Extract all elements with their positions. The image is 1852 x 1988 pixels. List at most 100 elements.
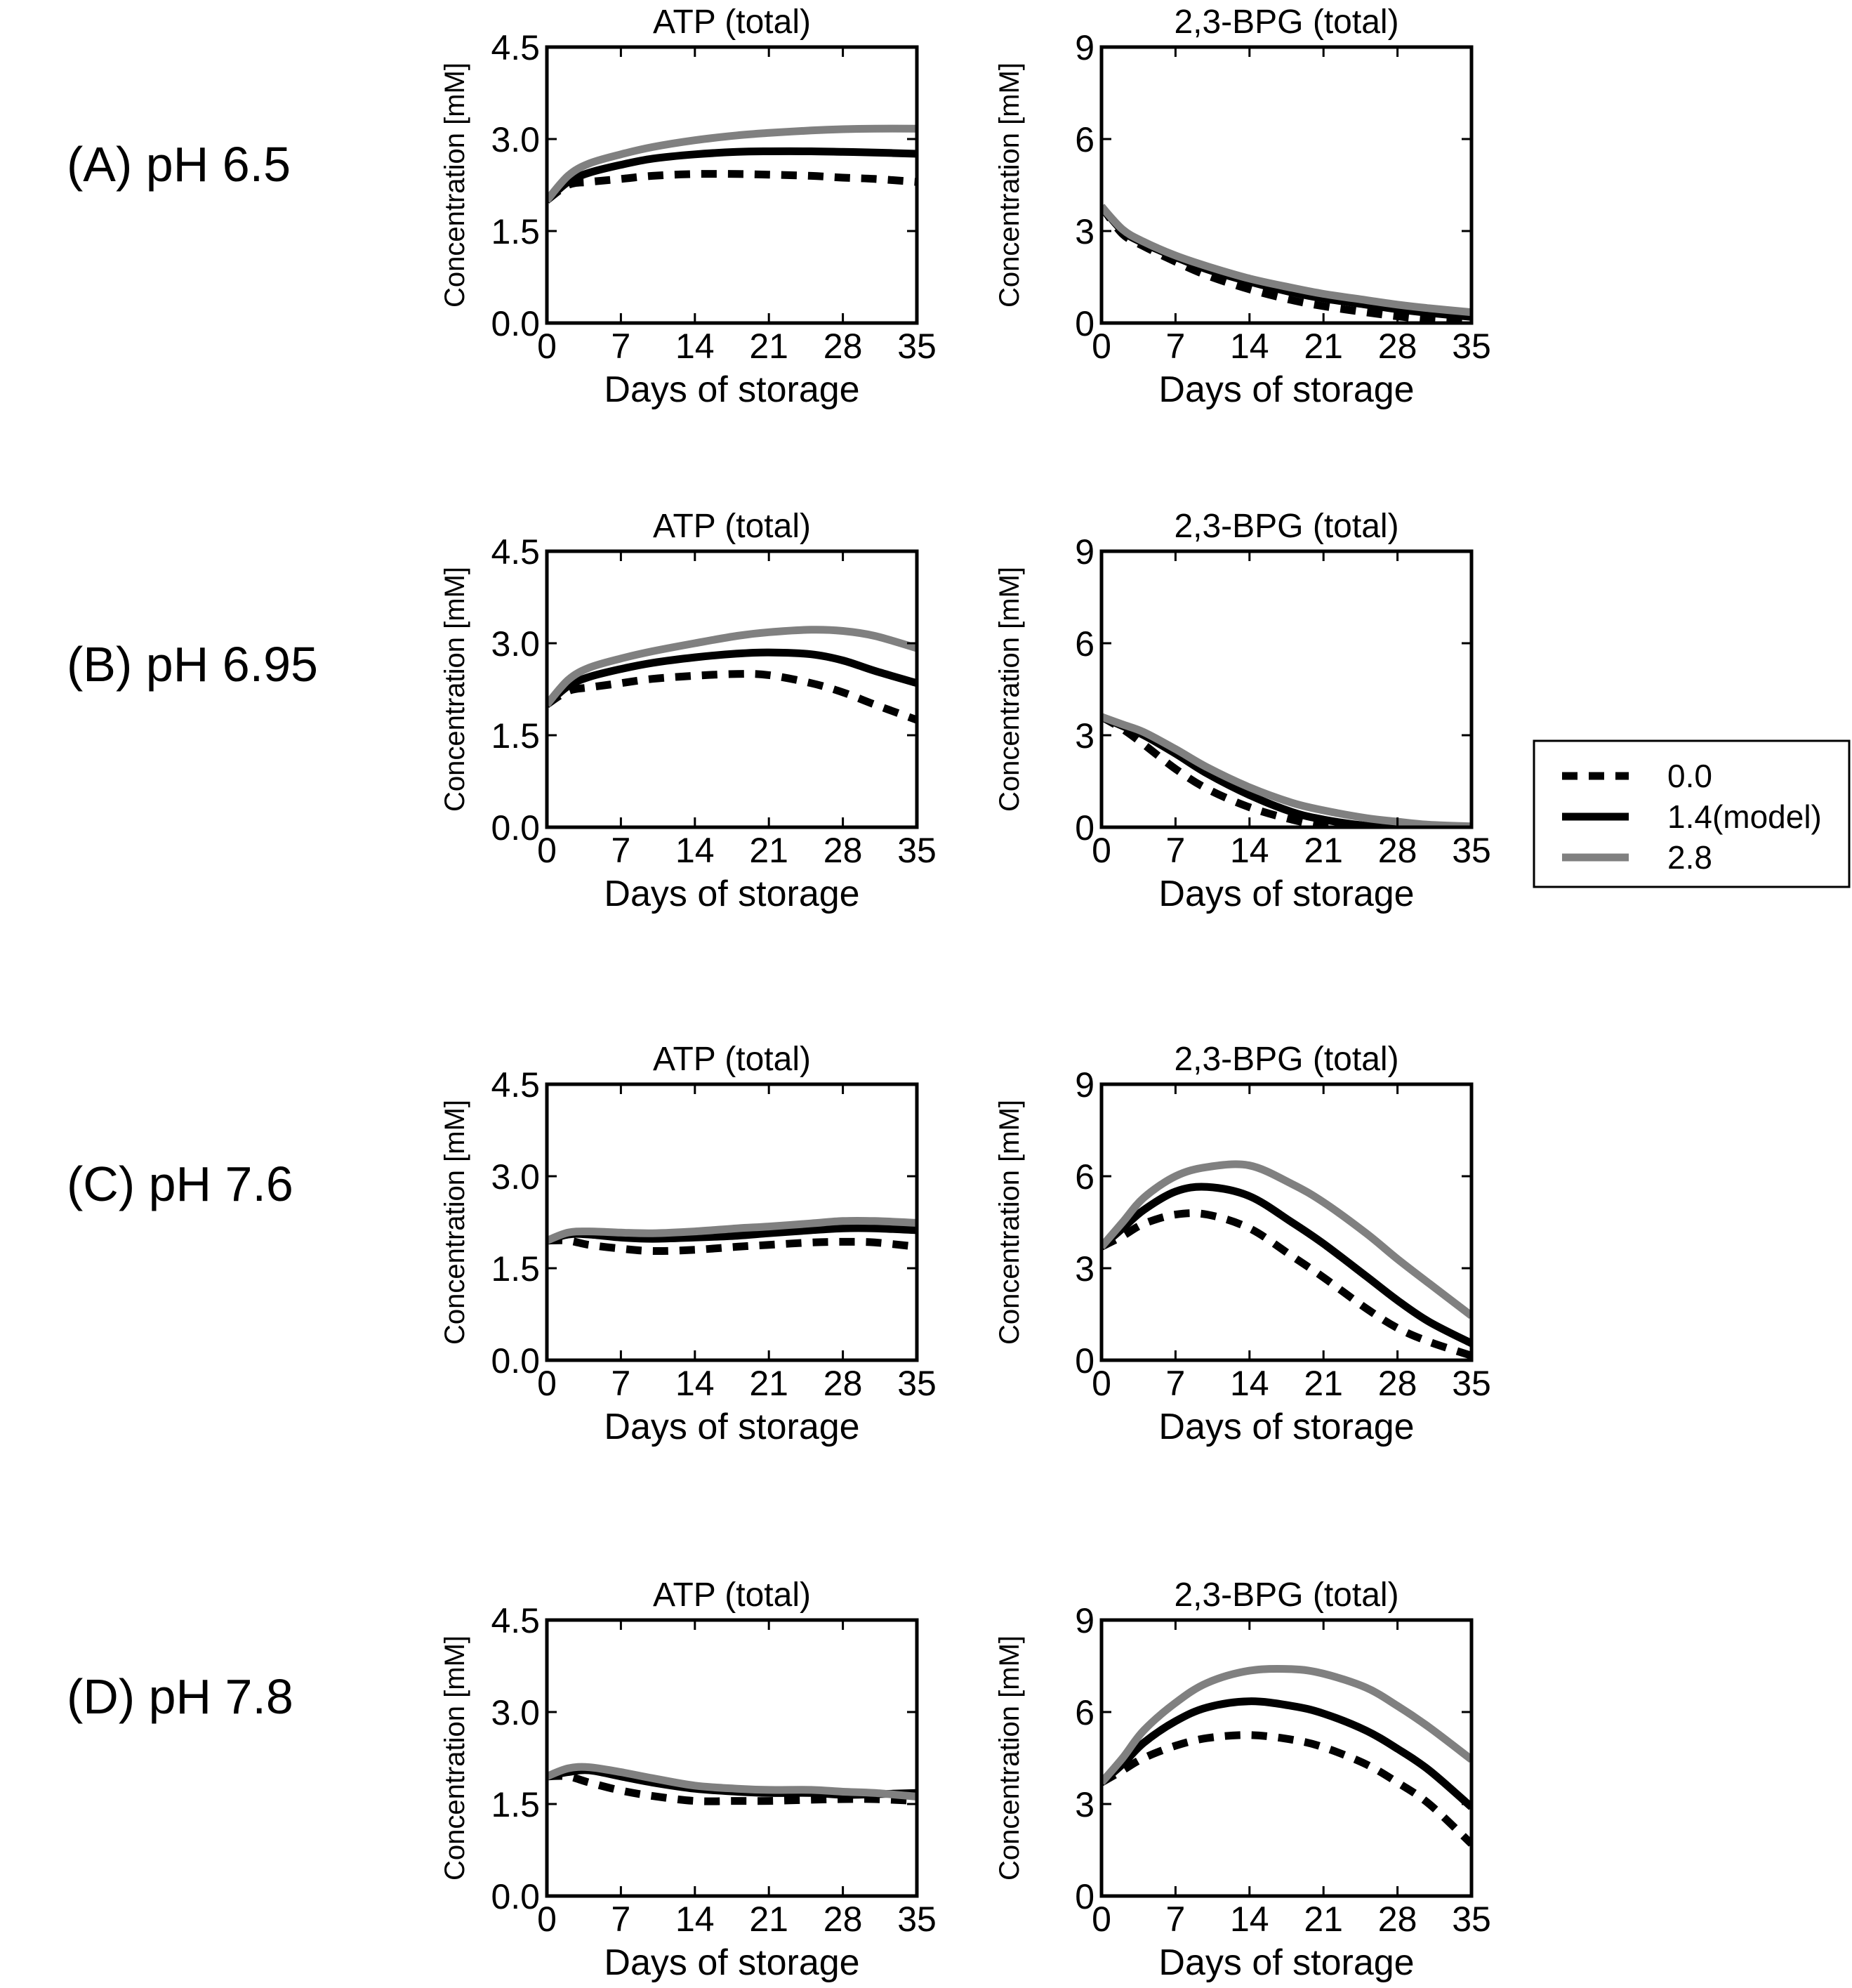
x-tick-label: 7 — [611, 831, 630, 870]
legend-label: 1.4(model) — [1667, 798, 1822, 835]
subplot: ATP (total) 0 7 14 21 28 35 0.0 1.5 3.0 4.5 Days of… — [439, 4, 937, 410]
y-tick-label: 0.0 — [491, 304, 540, 343]
y-tick-label: 1.5 — [491, 716, 540, 756]
series-line-1.4(model) — [1102, 204, 1471, 321]
x-tick-label: 0 — [537, 1364, 557, 1403]
x-axis-label: Days of storage — [604, 874, 859, 914]
series-line-0.0 — [547, 1236, 917, 1256]
subplot: 2,3-BPG (total) 0 7 14 21 28 35 0 3 6 9 Days of sto… — [994, 1576, 1491, 1983]
plot-frame — [1099, 1082, 1474, 1362]
series-line-2.8 — [547, 124, 917, 203]
subplot-title: ATP (total) — [653, 1576, 811, 1614]
plot-frame — [1099, 1618, 1474, 1898]
subplot: ATP (total) 0 7 14 21 28 35 0.0 1.5 3.0 4.5 Days of… — [439, 1041, 937, 1447]
y-axis-label: Concentration [mM] — [994, 62, 1025, 308]
series-line-2.8 — [1102, 1160, 1471, 1319]
x-axis-label: Days of storage — [604, 1407, 859, 1447]
series-line-2.8 — [1102, 1664, 1471, 1785]
x-tick-label: 35 — [1452, 1364, 1491, 1403]
y-tick-label: 6 — [1075, 1693, 1094, 1732]
x-tick-label: 7 — [1165, 1364, 1185, 1403]
plot-frame — [545, 1618, 919, 1898]
x-tick-label: 0 — [537, 327, 557, 366]
subplot-title: 2,3-BPG (total) — [1174, 508, 1398, 545]
y-tick-label: 3.0 — [491, 624, 540, 664]
x-tick-label: 21 — [749, 1900, 788, 1939]
x-tick-label: 0 — [1092, 327, 1111, 366]
x-tick-label: 21 — [749, 831, 788, 870]
y-axis-label: Concentration [mM] — [439, 567, 470, 812]
legend: 0.0 1.4(model) 2.8 — [1533, 739, 1851, 888]
x-tick-label: 28 — [1378, 1364, 1417, 1403]
y-tick-label: 0.0 — [491, 1877, 540, 1916]
y-tick-label: 0.0 — [491, 808, 540, 848]
legend-label: 2.8 — [1667, 839, 1712, 876]
x-tick-label: 28 — [1378, 327, 1417, 366]
series-group — [547, 124, 917, 204]
panel-label: (C) pH 7.6 — [67, 1157, 293, 1211]
x-tick-label: 7 — [611, 1900, 630, 1939]
x-tick-label: 35 — [897, 1364, 937, 1403]
plot-frame — [545, 45, 919, 325]
series-group — [547, 626, 917, 724]
x-tick-label: 0 — [1092, 831, 1111, 870]
subplot: 2,3-BPG (total) 0 7 14 21 28 35 0 3 6 9 Days of sto… — [994, 508, 1491, 914]
series-line-1.4(model) — [1102, 713, 1471, 827]
series-line-0.0 — [547, 1772, 917, 1805]
x-tick-label: 21 — [1304, 1364, 1343, 1403]
y-tick-label: 6 — [1075, 624, 1094, 664]
y-tick-label: 9 — [1075, 532, 1094, 572]
series-line-2.8 — [547, 1216, 917, 1244]
subplot-title: ATP (total) — [653, 508, 811, 545]
y-tick-label: 4.5 — [491, 532, 540, 572]
legend-label: 0.0 — [1667, 758, 1712, 794]
series-group — [1102, 713, 1471, 827]
y-tick-label: 3.0 — [491, 120, 540, 159]
y-tick-label: 0 — [1075, 1341, 1094, 1381]
x-tick-label: 35 — [1452, 1900, 1491, 1939]
x-tick-label: 35 — [1452, 831, 1491, 870]
y-axis-label: Concentration [mM] — [439, 1635, 470, 1881]
y-tick-label: 9 — [1075, 1065, 1094, 1105]
panel-label: (B) pH 6.95 — [67, 637, 318, 692]
x-tick-label: 7 — [1165, 327, 1185, 366]
x-tick-label: 21 — [749, 1364, 788, 1403]
series-line-2.8 — [1102, 713, 1471, 827]
x-axis-label: Days of storage — [1158, 1942, 1414, 1983]
x-axis-label: Days of storage — [604, 369, 859, 410]
y-tick-label: 3 — [1075, 1249, 1094, 1289]
x-tick-label: 14 — [675, 831, 715, 870]
y-tick-label: 3.0 — [491, 1157, 540, 1197]
y-tick-label: 1.5 — [491, 1249, 540, 1289]
y-axis-label: Concentration [mM] — [439, 1100, 470, 1345]
x-tick-label: 0 — [1092, 1364, 1111, 1403]
y-tick-label: 3 — [1075, 716, 1094, 756]
y-axis-label: Concentration [mM] — [994, 567, 1025, 812]
y-tick-label: 3 — [1075, 212, 1094, 251]
y-tick-label: 0.0 — [491, 1341, 540, 1381]
x-tick-label: 14 — [675, 1364, 715, 1403]
subplot: 2,3-BPG (total) 0 7 14 21 28 35 0 3 6 9 Days of sto… — [994, 1041, 1491, 1447]
x-tick-label: 35 — [897, 327, 937, 366]
x-tick-label: 28 — [824, 327, 863, 366]
x-tick-label: 7 — [611, 1364, 630, 1403]
y-tick-label: 6 — [1075, 120, 1094, 159]
x-tick-label: 21 — [749, 327, 788, 366]
x-tick-label: 14 — [675, 327, 715, 366]
y-tick-label: 4.5 — [491, 1065, 540, 1105]
subplot: ATP (total) 0 7 14 21 28 35 0.0 1.5 3.0 4.5 Days of… — [439, 1576, 937, 1983]
x-axis-label: Days of storage — [1158, 874, 1414, 914]
subplot-title: 2,3-BPG (total) — [1174, 1041, 1398, 1078]
series-group — [547, 1763, 917, 1805]
panel-label: (A) pH 6.5 — [67, 137, 291, 192]
series-line-2.8 — [1102, 204, 1471, 317]
x-tick-label: 35 — [1452, 327, 1491, 366]
series-line-2.8 — [547, 626, 917, 707]
y-tick-label: 0 — [1075, 808, 1094, 848]
x-tick-label: 21 — [1304, 1900, 1343, 1939]
series-group — [1102, 204, 1471, 323]
x-tick-label: 7 — [1165, 831, 1185, 870]
x-axis-label: Days of storage — [1158, 1407, 1414, 1447]
y-tick-label: 6 — [1075, 1157, 1094, 1197]
x-tick-label: 0 — [1092, 1900, 1111, 1939]
